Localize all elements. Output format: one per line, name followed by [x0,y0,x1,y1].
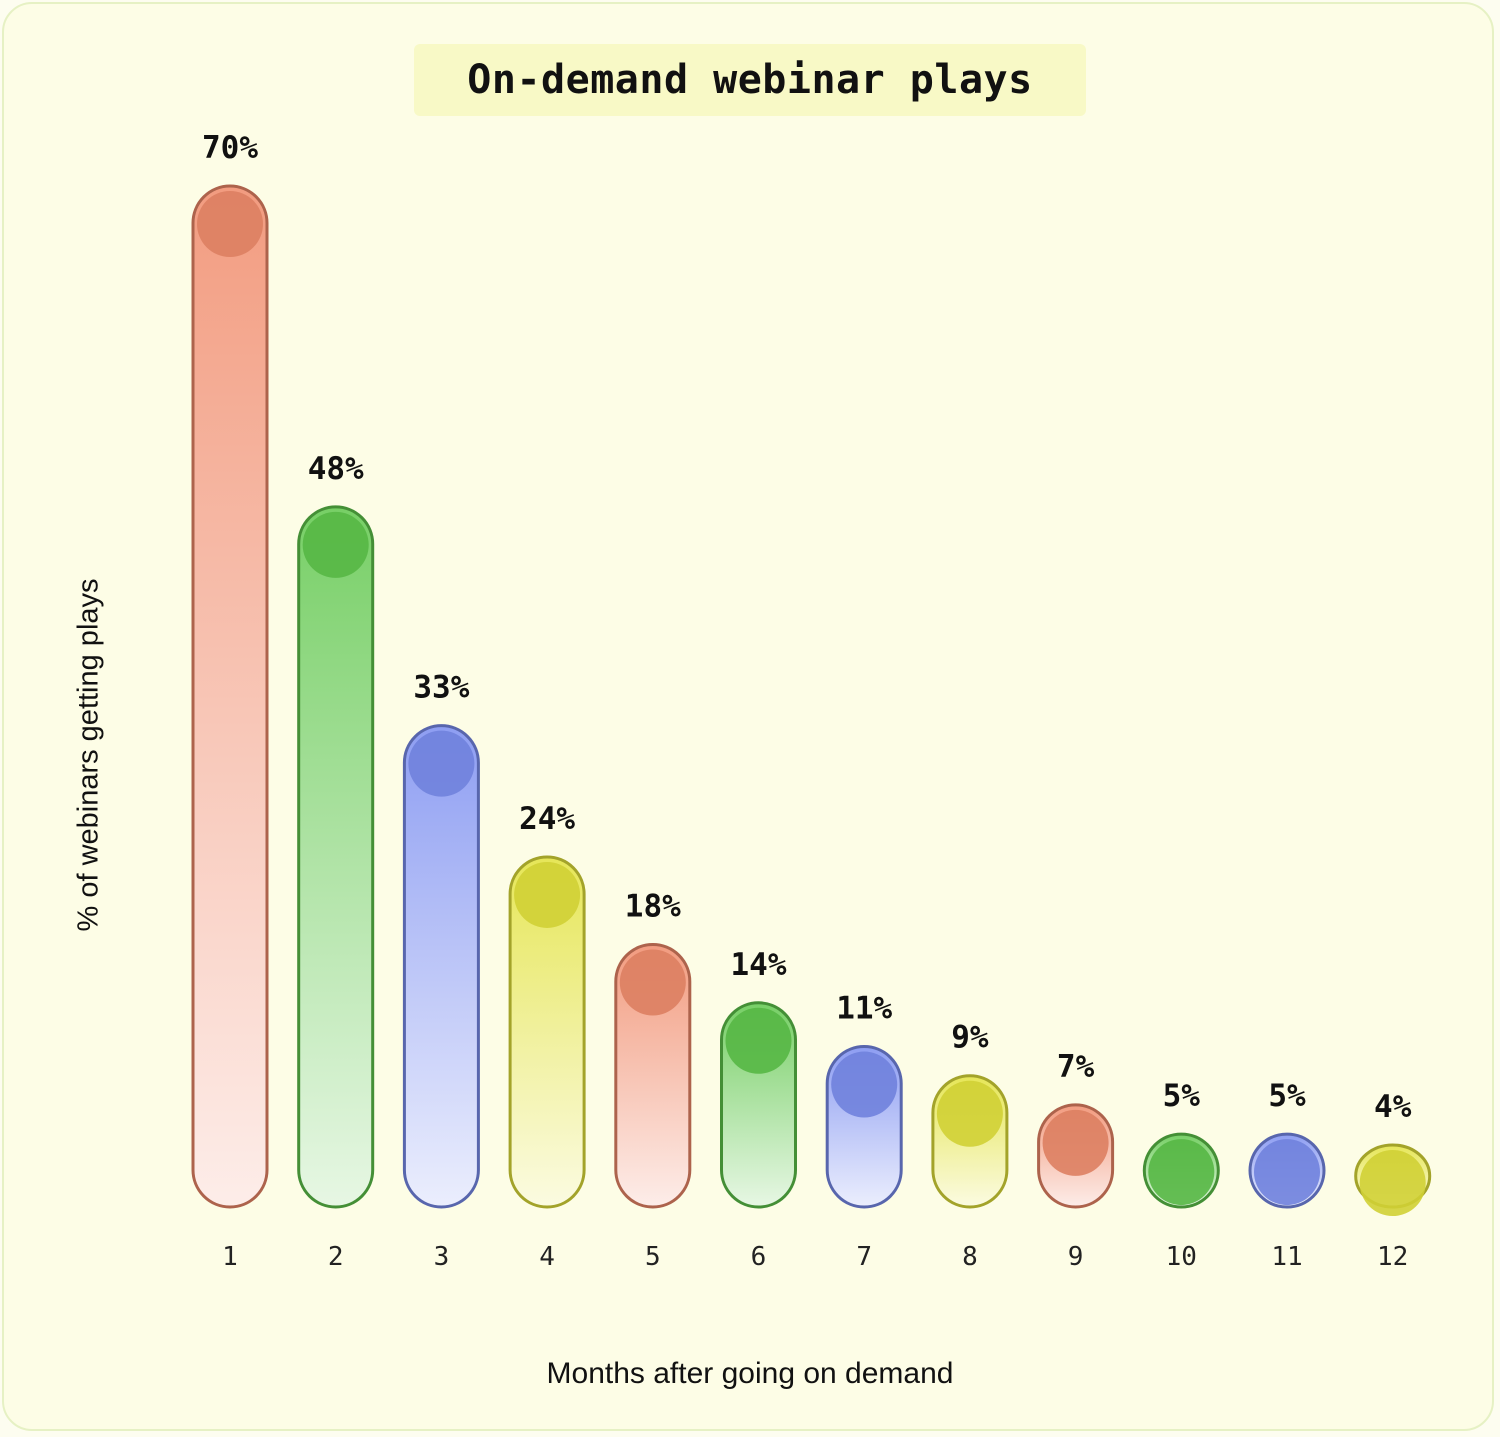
value-label: 70% [202,130,258,166]
bar-cap-4 [514,861,581,928]
value-label: 18% [625,888,681,924]
x-tick-label: 5 [645,1242,661,1272]
value-label: 7% [1057,1049,1095,1085]
bar-month-5 [614,942,692,1209]
chart-title-box: On-demand webinar plays [414,44,1086,116]
x-tick-label: 11 [1271,1242,1302,1272]
x-tick-label: 3 [434,1242,450,1272]
bar-cap-1 [197,191,263,257]
x-tick-label: 8 [962,1242,978,1272]
value-label: 5% [1268,1078,1306,1114]
x-tick-label: 1 [222,1242,238,1272]
x-tick-label: 4 [539,1242,555,1272]
chart-title: On-demand webinar plays [467,57,1033,103]
x-tick-label: 6 [751,1242,767,1272]
value-label: 5% [1163,1078,1201,1114]
value-label: 14% [731,947,787,983]
bar-month-1 [191,184,269,1209]
bar-month-2 [297,505,375,1209]
bar-cap-9 [1042,1109,1109,1176]
value-label: 9% [951,1020,989,1056]
bar-month-4 [508,855,586,1209]
bar-month-3 [402,724,480,1209]
bar-cap-10 [1148,1139,1215,1206]
x-axis-label: Months after going on demand [546,1357,954,1390]
value-label: 11% [836,991,892,1027]
bar-cap-2 [302,511,369,578]
bar-cap-7 [831,1051,898,1118]
bar-cap-12 [1359,1150,1426,1216]
value-label: 33% [413,670,469,706]
bar-cap-5 [619,949,686,1016]
bar-cap-6 [725,1007,792,1074]
bar-cap-11 [1254,1139,1320,1206]
value-label: 48% [308,451,364,487]
x-tick-label: 2 [328,1242,344,1272]
bar-cap-3 [408,730,475,797]
x-tick-label: 10 [1166,1242,1197,1272]
value-label: 24% [519,801,575,837]
x-tick-label: 12 [1377,1242,1408,1272]
bar-cap-8 [936,1080,1003,1147]
value-label: 4% [1374,1089,1412,1125]
x-tick-label: 9 [1068,1242,1084,1272]
x-tick-label: 7 [856,1242,872,1272]
